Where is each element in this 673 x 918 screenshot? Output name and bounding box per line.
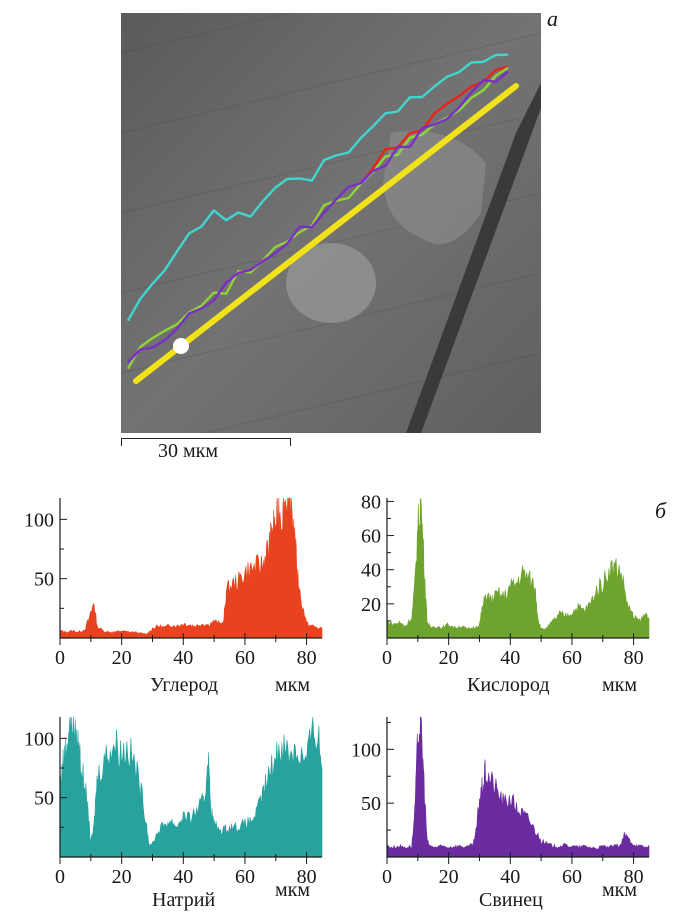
chart-title-lead: Свинец xyxy=(479,889,543,911)
x-tick-label-carbon-20: 20 xyxy=(112,647,132,669)
x-tick-label-oxygen-60: 60 xyxy=(562,647,582,669)
y-tick-label-oxygen-40: 40 xyxy=(361,560,381,582)
x-tick-label-sodium-40: 40 xyxy=(173,866,193,888)
x-tick-label-sodium-20: 20 xyxy=(112,866,132,888)
micrograph-background xyxy=(121,13,541,433)
series-area-oxygen xyxy=(386,498,650,639)
chart-lead-svg: 0 20 40 60 80 50 100 xyxy=(351,716,650,888)
scale-bar xyxy=(121,432,291,446)
x-tick-label-sodium-0: 0 xyxy=(55,866,65,888)
sem-micrograph xyxy=(121,13,541,433)
scan-start-marker xyxy=(173,338,189,354)
x-tick-label-lead-40: 40 xyxy=(500,866,520,888)
chart-oxygen: 0 20 40 60 80 20 40 60 80 Кислород мкм xyxy=(361,491,650,696)
micrograph-profiles xyxy=(126,53,509,370)
x-tick-label-oxygen-20: 20 xyxy=(439,647,459,669)
chart-title-oxygen: Кислород xyxy=(467,674,550,696)
x-tick-label-lead-20: 20 xyxy=(439,866,459,888)
y-tick-label-oxygen-60: 60 xyxy=(361,526,381,548)
y-tick-label-lead-50: 50 xyxy=(361,793,381,815)
x-tick-label-carbon-60: 60 xyxy=(235,647,255,669)
series-area-carbon xyxy=(59,497,323,639)
x-tick-label-sodium-80: 80 xyxy=(297,866,317,888)
chart-lead: 0 20 40 60 80 50 100 Свинец мкм xyxy=(351,716,650,911)
x-tick-label-lead-60: 60 xyxy=(562,866,582,888)
y-tick-label-lead-100: 100 xyxy=(351,739,381,761)
x-tick-label-lead-0: 0 xyxy=(382,866,392,888)
series-area-lead xyxy=(386,716,650,858)
micrograph-profile-sodium xyxy=(126,53,509,322)
bright-particle xyxy=(286,243,376,323)
chart-oxygen-svg: 0 20 40 60 80 20 40 60 80 xyxy=(361,491,650,669)
series-area-sodium xyxy=(59,716,323,858)
micrograph-profile-lead xyxy=(127,70,509,363)
chart-unit-oxygen: мкм xyxy=(602,674,638,696)
y-tick-label-carbon-50: 50 xyxy=(34,569,54,591)
y-tick-label-oxygen-20: 20 xyxy=(361,594,381,616)
particle-region xyxy=(383,131,486,245)
y-tick-label-sodium-50: 50 xyxy=(34,788,54,810)
x-tick-label-oxygen-80: 80 xyxy=(624,647,644,669)
chart-title-sodium: Натрий xyxy=(152,889,216,911)
x-tick-label-oxygen-0: 0 xyxy=(382,647,392,669)
y-tick-label-sodium-100: 100 xyxy=(24,728,54,750)
chart-title-carbon: Углерод xyxy=(150,674,219,696)
y-tick-label-oxygen-80: 80 xyxy=(361,491,381,513)
scan-line xyxy=(133,83,519,384)
micrograph-svg xyxy=(121,13,541,433)
x-tick-label-oxygen-40: 40 xyxy=(500,647,520,669)
chart-sodium: 0 20 40 60 80 50 100 Натрий мкм xyxy=(24,716,323,911)
x-tick-label-carbon-0: 0 xyxy=(55,647,65,669)
x-tick-label-carbon-80: 80 xyxy=(297,647,317,669)
y-tick-label-carbon-100: 100 xyxy=(24,509,54,531)
panel-label-b: б xyxy=(655,498,667,523)
chart-carbon-svg: 0 20 40 60 80 50 100 xyxy=(24,497,323,669)
scale-bar-label: 30 мкм xyxy=(158,440,219,462)
chart-unit-sodium: мкм xyxy=(275,879,311,901)
panel-label-a: а xyxy=(547,6,558,31)
chart-sodium-svg: 0 20 40 60 80 50 100 xyxy=(24,716,323,888)
crack-feature xyxy=(406,83,541,433)
chart-unit-lead: мкм xyxy=(602,879,638,901)
chart-unit-carbon: мкм xyxy=(275,674,311,696)
x-tick-label-lead-80: 80 xyxy=(624,866,644,888)
chart-carbon: 0 20 40 60 80 50 100 Углерод мкм xyxy=(24,497,323,696)
x-tick-label-carbon-40: 40 xyxy=(173,647,193,669)
x-tick-label-sodium-60: 60 xyxy=(235,866,255,888)
